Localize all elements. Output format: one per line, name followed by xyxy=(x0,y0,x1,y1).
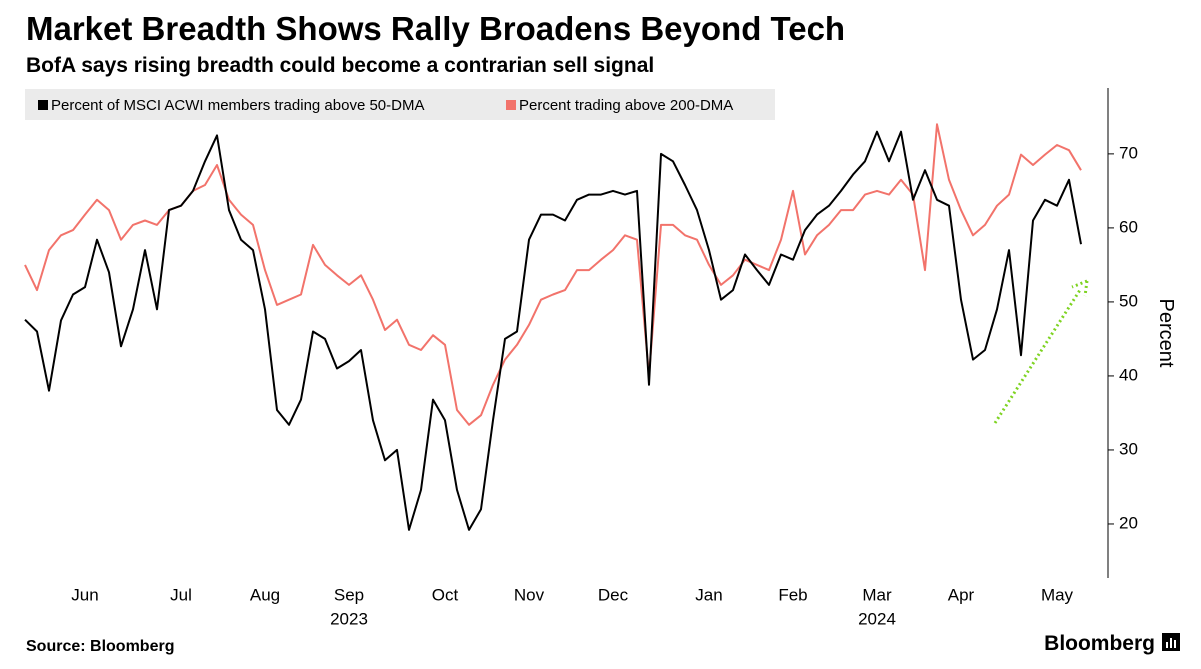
legend-label: Percent of MSCI ACWI members trading abo… xyxy=(51,97,424,114)
chart-subtitle: BofA says rising breadth could become a … xyxy=(26,54,654,77)
arrow-head xyxy=(1071,279,1089,297)
chart-title: Market Breadth Shows Rally Broadens Beyo… xyxy=(26,10,845,47)
y-tick-label: 20 xyxy=(1119,513,1138,532)
x-tick-label: Jan xyxy=(695,585,722,604)
source-note: Source: Bloomberg xyxy=(26,638,174,655)
legend-swatch xyxy=(38,100,48,110)
arrow-line xyxy=(993,289,1082,424)
x-tick-label: May xyxy=(1041,585,1074,604)
icon-bar xyxy=(1166,642,1168,648)
y-tick-label: 70 xyxy=(1119,143,1138,162)
x-tick-label: Aug xyxy=(250,585,280,604)
x-tick-label: Apr xyxy=(948,585,975,604)
x-year-label: 2023 xyxy=(330,609,368,628)
x-tick-label: Dec xyxy=(598,585,629,604)
series-line xyxy=(24,123,1082,426)
x-tick-label: Jun xyxy=(71,585,98,604)
icon-bar xyxy=(1174,640,1176,648)
brand-logo: Bloomberg xyxy=(1044,632,1155,655)
x-tick-label: Oct xyxy=(432,585,459,604)
y-tick-label: 40 xyxy=(1119,365,1138,384)
x-tick-label: Sep xyxy=(334,585,364,604)
trend-arrow xyxy=(993,279,1089,424)
y-tick-label: 50 xyxy=(1119,291,1138,310)
y-tick-label: 30 xyxy=(1119,439,1138,458)
legend-swatch xyxy=(506,100,516,110)
plot-area: 20 30 40 50 60 70 Jun Jul Aug Sep 2023 Oct Nov Dec Jan… xyxy=(24,123,1138,628)
y-axis-label: Percent xyxy=(1155,299,1177,368)
brand-icon xyxy=(1162,633,1180,651)
x-tick-label: Feb xyxy=(778,585,807,604)
x-tick-label: Mar xyxy=(862,585,892,604)
y-tick-label: 60 xyxy=(1119,217,1138,236)
icon-bar xyxy=(1170,638,1172,648)
series-line xyxy=(24,130,1082,531)
x-year-label: 2024 xyxy=(858,609,896,628)
legend-background xyxy=(25,89,775,120)
x-tick-label: Nov xyxy=(514,585,545,604)
x-tick-label: Jul xyxy=(170,585,192,604)
legend-label: Percent trading above 200-DMA xyxy=(519,97,733,114)
legend: Percent of MSCI ACWI members trading abo… xyxy=(38,97,733,114)
